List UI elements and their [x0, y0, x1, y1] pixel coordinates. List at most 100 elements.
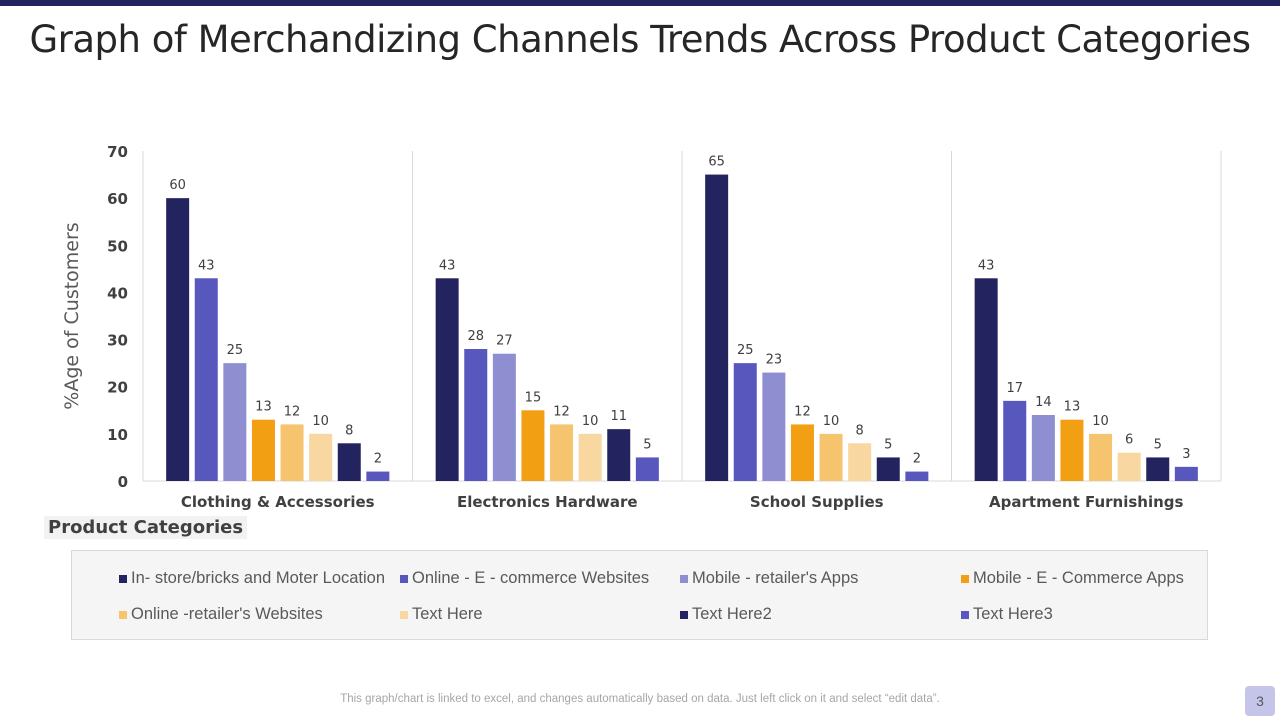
bar[interactable] [607, 429, 631, 481]
bar[interactable] [309, 433, 333, 481]
data-label: 13 [1064, 400, 1081, 415]
data-label: 25 [227, 343, 244, 358]
legend-item: Mobile - retailer's Apps [680, 569, 858, 588]
legend-swatch [400, 574, 408, 583]
legend-swatch [680, 574, 688, 583]
bar[interactable] [705, 174, 729, 482]
bar[interactable] [194, 278, 218, 481]
data-label: 13 [255, 400, 272, 415]
bar[interactable] [1174, 466, 1198, 481]
data-label: 5 [643, 437, 651, 452]
legend-label: Text Here2 [692, 605, 772, 623]
data-label: 10 [312, 414, 329, 429]
top-accent-bar [0, 0, 1280, 6]
legend-item: In- store/bricks and Moter Location [119, 569, 385, 588]
bar[interactable] [1117, 452, 1141, 481]
data-label: 8 [345, 423, 353, 438]
data-label: 15 [525, 390, 542, 405]
data-label: 11 [610, 409, 627, 424]
bar[interactable] [819, 433, 843, 481]
legend-swatch [680, 610, 688, 619]
data-label: 10 [1092, 414, 1109, 429]
bar[interactable] [550, 424, 574, 481]
legend-swatch [119, 610, 127, 619]
y-tick-label: 40 [107, 284, 128, 302]
legend-label: Online - E - commerce Websites [412, 569, 650, 587]
data-label: 60 [169, 178, 186, 193]
bar[interactable] [521, 410, 545, 481]
y-axis-label: %Age of Customers [61, 222, 83, 409]
chart-bars [166, 174, 1198, 482]
data-label: 8 [856, 423, 864, 438]
legend-item: Text Here3 [961, 605, 1053, 624]
data-label: 14 [1035, 395, 1052, 410]
bar[interactable] [1060, 419, 1084, 481]
bar[interactable] [762, 372, 786, 481]
bar[interactable] [733, 363, 757, 481]
legend-label: Text Here [412, 605, 483, 623]
bar[interactable] [876, 457, 900, 481]
data-label: 12 [284, 404, 301, 419]
data-label: 43 [439, 258, 456, 273]
bar[interactable] [464, 349, 488, 481]
slide-title: Graph of Merchandizing Channels Trends A… [29, 18, 1251, 61]
legend-label: Mobile - retailer's Apps [692, 569, 859, 587]
bar-chart[interactable]: 0 10 20 30 40 50 60 70 Clothing & Accessories Ele… [0, 0, 1280, 520]
x-tick-label: Electronics Hardware [457, 493, 638, 511]
x-axis-title: Product Categories [44, 516, 248, 539]
legend-swatch [119, 574, 127, 583]
footnote: This graph/chart is linked to excel, and… [340, 693, 940, 705]
data-label: 43 [978, 258, 995, 273]
legend-label: Mobile - E - Commerce Apps [973, 569, 1184, 587]
legend-label: Text Here3 [973, 605, 1053, 623]
data-label: 5 [884, 437, 892, 452]
bar[interactable] [578, 433, 602, 481]
bar[interactable] [905, 471, 929, 481]
data-label: 43 [198, 258, 215, 273]
page-number: 3 [1245, 686, 1275, 716]
data-label: 23 [766, 353, 783, 368]
bar[interactable] [223, 363, 247, 481]
y-tick-label: 0 [118, 473, 128, 491]
legend-swatch [961, 574, 969, 583]
y-tick-label: 50 [107, 237, 128, 255]
legend-label: In- store/bricks and Moter Location [131, 569, 386, 587]
data-label: 2 [913, 452, 921, 467]
bar[interactable] [1031, 415, 1055, 481]
chart-axes: 0 10 20 30 40 50 60 70 Clothing & Accessories Ele… [107, 143, 1222, 511]
bar[interactable] [280, 424, 304, 481]
legend-label: Online -retailer's Websites [131, 605, 323, 623]
bar[interactable] [337, 443, 361, 481]
y-tick-label: 60 [107, 190, 128, 208]
legend-swatch [400, 610, 408, 619]
bar[interactable] [1089, 433, 1113, 481]
chart-legend: In- store/bricks and Moter Location Onlin… [71, 550, 1208, 640]
data-label: 28 [467, 329, 484, 344]
legend-item: Online - E - commerce Websites [400, 569, 649, 588]
data-label: 10 [823, 414, 840, 429]
y-tick-label: 20 [107, 379, 128, 397]
data-label: 65 [708, 155, 725, 170]
bar[interactable] [1003, 400, 1027, 481]
bar[interactable] [166, 198, 190, 481]
y-tick-label: 10 [107, 426, 128, 444]
bar[interactable] [366, 471, 390, 481]
legend-item: Online -retailer's Websites [119, 605, 323, 624]
data-label: 6 [1125, 433, 1133, 448]
bar[interactable] [974, 278, 998, 481]
bar[interactable] [635, 457, 659, 481]
bar[interactable] [251, 419, 275, 481]
y-tick-label: 30 [107, 332, 128, 350]
data-label: 10 [582, 414, 599, 429]
bar[interactable] [848, 443, 872, 481]
legend-item: Mobile - E - Commerce Apps [961, 569, 1184, 588]
legend-swatch [961, 610, 969, 619]
bar[interactable] [1146, 457, 1170, 481]
bar[interactable] [435, 278, 459, 481]
y-tick-label: 70 [107, 143, 128, 161]
legend-item: Text Here [400, 605, 483, 624]
data-label: 12 [553, 404, 570, 419]
bar[interactable] [790, 424, 814, 481]
bar[interactable] [492, 353, 516, 481]
